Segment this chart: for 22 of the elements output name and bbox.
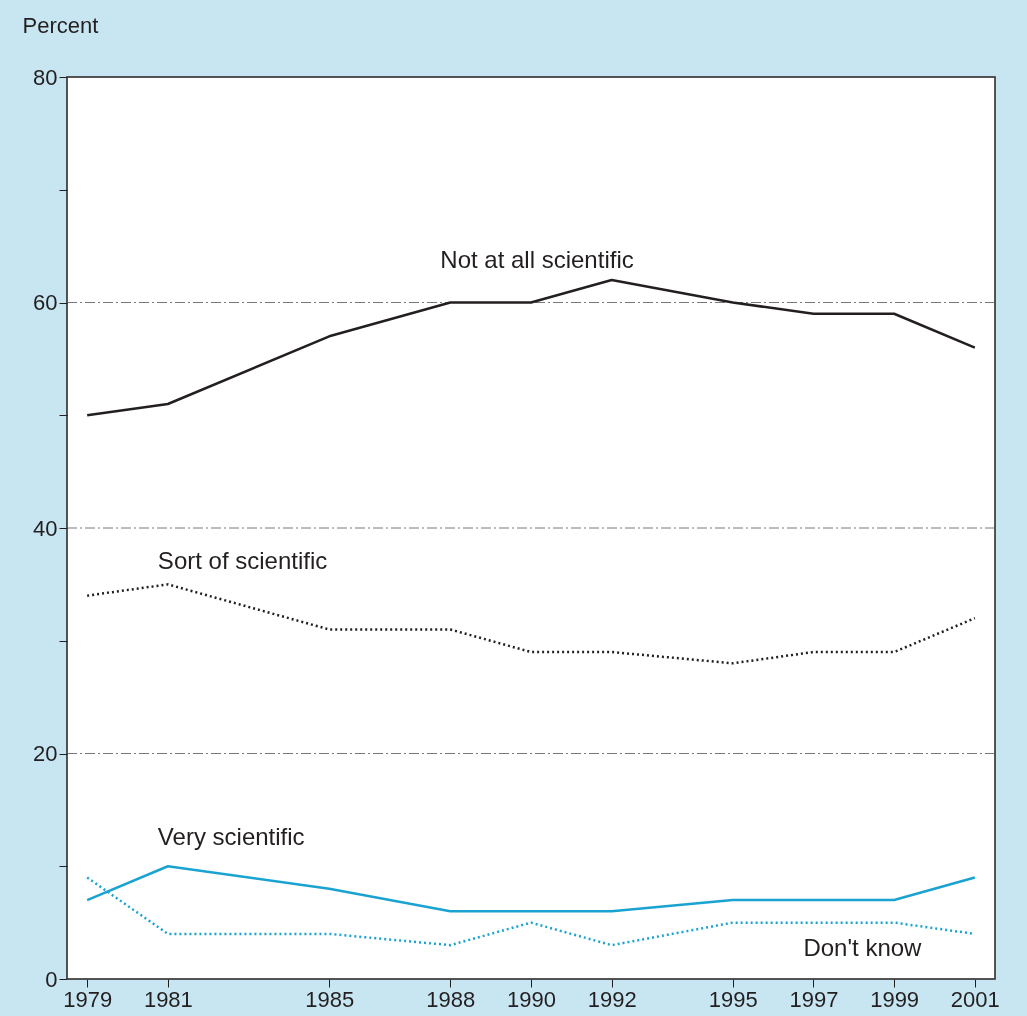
series-label: Very scientific xyxy=(157,823,305,851)
y-tick-label: 20 xyxy=(33,741,58,766)
line-series xyxy=(85,583,977,665)
series-label: Don't know xyxy=(803,933,923,961)
x-tick-label: 2001 xyxy=(950,986,1000,1012)
line-series xyxy=(85,278,977,417)
x-tick-label: 1988 xyxy=(426,986,476,1012)
series-label: Sort of scientific xyxy=(157,547,328,575)
x-tick-label: 1990 xyxy=(507,986,556,1012)
y-axis-title: Percent xyxy=(22,12,99,38)
x-tick-label: 1985 xyxy=(305,986,355,1012)
y-tick-label: 40 xyxy=(33,515,58,541)
x-tick-label: 1997 xyxy=(789,986,839,1012)
x-tick-label: 1981 xyxy=(143,986,193,1012)
y-tick-label: 0 xyxy=(45,966,58,992)
y-tick-label: 80 xyxy=(33,64,58,90)
series-label: Not at all scientific xyxy=(440,245,634,273)
x-tick-label: 1999 xyxy=(870,986,920,1012)
x-tick-label: 1979 xyxy=(63,986,113,1012)
x-tick-label: 1992 xyxy=(587,986,637,1012)
y-tick-label: 60 xyxy=(33,290,58,315)
x-tick-label: 1995 xyxy=(708,986,758,1012)
